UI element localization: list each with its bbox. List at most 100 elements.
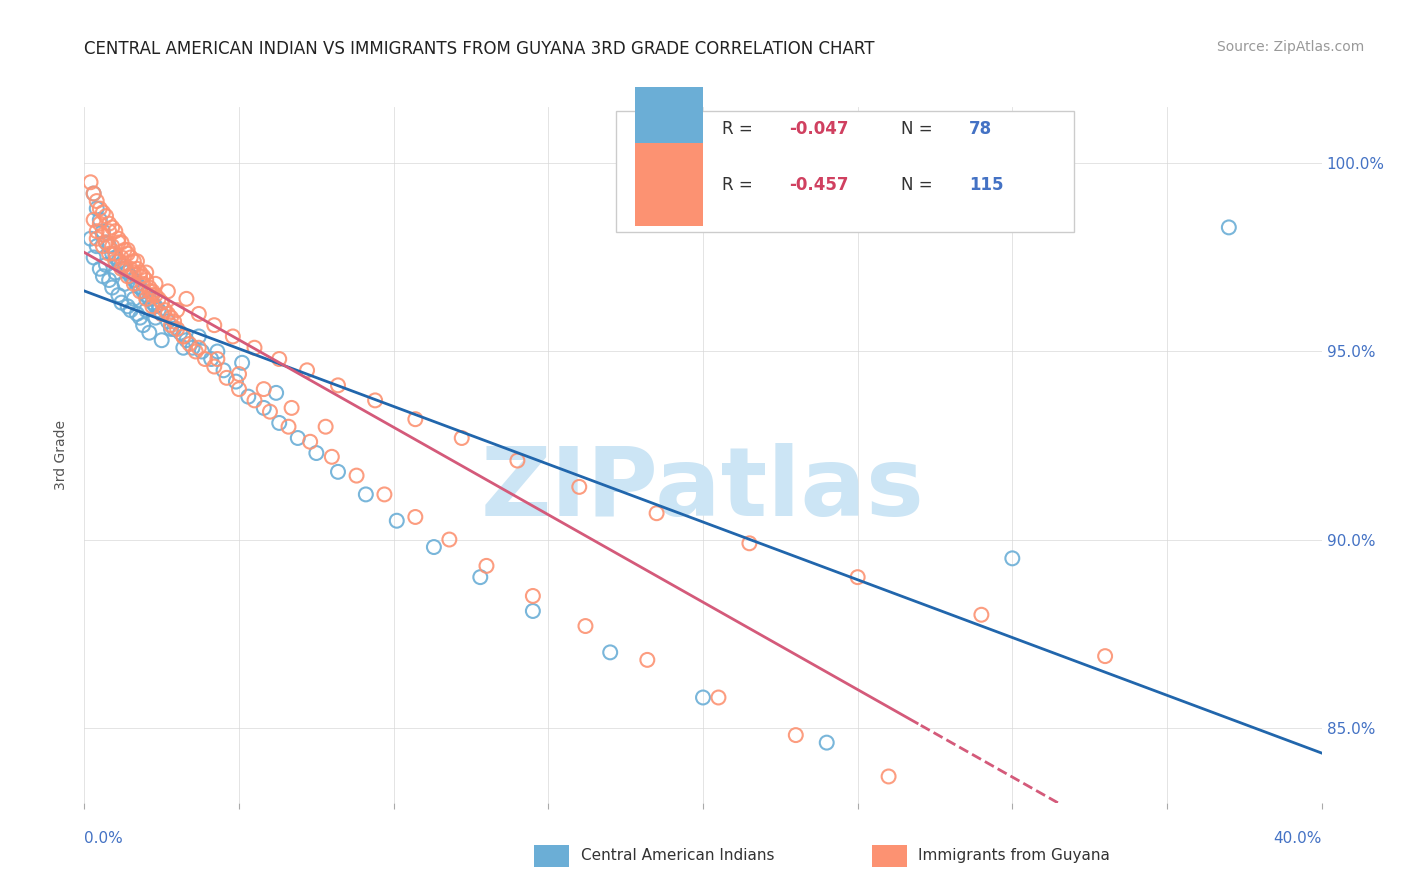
Point — [181, 341, 204, 355]
Point — [215, 371, 238, 385]
Point — [243, 393, 266, 408]
Point — [194, 351, 217, 366]
Point — [156, 314, 179, 328]
Point — [98, 239, 121, 253]
Point — [94, 235, 117, 250]
Text: Central American Indians: Central American Indians — [581, 848, 775, 863]
Point — [120, 251, 142, 265]
Text: Source: ZipAtlas.com: Source: ZipAtlas.com — [1216, 40, 1364, 54]
Point — [253, 401, 276, 415]
Point — [228, 367, 250, 381]
Point — [506, 453, 529, 467]
Point — [568, 480, 591, 494]
Point — [125, 277, 148, 291]
Point — [91, 205, 114, 219]
Point — [280, 401, 302, 415]
Point — [129, 266, 152, 280]
Point — [253, 382, 276, 396]
Point — [1001, 551, 1024, 566]
FancyBboxPatch shape — [636, 87, 703, 170]
Point — [169, 326, 191, 340]
Point — [138, 292, 160, 306]
Point — [138, 280, 160, 294]
Point — [299, 434, 322, 449]
Point — [423, 540, 446, 554]
Point — [91, 227, 114, 242]
Point — [107, 235, 129, 250]
Text: Immigrants from Guyana: Immigrants from Guyana — [918, 848, 1109, 863]
Point — [122, 273, 145, 287]
Point — [135, 288, 157, 302]
Point — [187, 341, 209, 355]
Point — [89, 217, 111, 231]
Text: N =: N = — [901, 120, 938, 137]
Point — [122, 266, 145, 280]
Point — [104, 254, 127, 268]
Point — [1094, 649, 1116, 664]
Point — [101, 280, 124, 294]
FancyBboxPatch shape — [636, 143, 703, 227]
Point — [104, 266, 127, 280]
Point — [101, 239, 124, 253]
Point — [120, 269, 142, 284]
Point — [166, 303, 188, 318]
Point — [150, 307, 173, 321]
Point — [117, 246, 139, 260]
Point — [160, 310, 183, 325]
Point — [692, 690, 714, 705]
Point — [238, 390, 260, 404]
Point — [122, 292, 145, 306]
Point — [83, 251, 105, 265]
Point — [846, 570, 869, 584]
Point — [135, 292, 157, 306]
Point — [110, 261, 132, 276]
Point — [321, 450, 343, 464]
Point — [79, 175, 101, 189]
Point — [129, 280, 152, 294]
Point — [160, 318, 183, 333]
Point — [404, 412, 426, 426]
Text: N =: N = — [901, 176, 938, 194]
Point — [94, 258, 117, 272]
Point — [970, 607, 993, 622]
Point — [141, 288, 163, 302]
Y-axis label: 3rd Grade: 3rd Grade — [55, 420, 69, 490]
Point — [122, 254, 145, 268]
Point — [91, 224, 114, 238]
Point — [79, 232, 101, 246]
Point — [129, 269, 152, 284]
Point — [89, 261, 111, 276]
Point — [785, 728, 807, 742]
Point — [120, 303, 142, 318]
Point — [94, 209, 117, 223]
Point — [86, 194, 108, 208]
Point — [148, 292, 170, 306]
Point — [107, 232, 129, 246]
Point — [200, 351, 222, 366]
Point — [135, 266, 157, 280]
Point — [114, 258, 136, 272]
Point — [145, 288, 167, 302]
Text: -0.047: -0.047 — [790, 120, 849, 137]
Point — [225, 375, 247, 389]
Point — [98, 273, 121, 287]
Point — [160, 322, 183, 336]
Point — [315, 419, 337, 434]
Point — [636, 653, 658, 667]
Point — [145, 277, 167, 291]
Text: R =: R = — [721, 176, 758, 194]
Point — [101, 246, 124, 260]
Point — [114, 243, 136, 257]
Point — [264, 385, 287, 400]
Point — [129, 310, 152, 325]
Point — [287, 431, 309, 445]
Point — [166, 322, 188, 336]
Point — [326, 378, 349, 392]
Text: 78: 78 — [969, 120, 993, 137]
Point — [522, 604, 544, 618]
Point — [172, 329, 194, 343]
Point — [877, 769, 900, 783]
Point — [135, 273, 157, 287]
Text: CENTRAL AMERICAN INDIAN VS IMMIGRANTS FROM GUYANA 3RD GRADE CORRELATION CHART: CENTRAL AMERICAN INDIAN VS IMMIGRANTS FR… — [84, 40, 875, 58]
Point — [141, 295, 163, 310]
